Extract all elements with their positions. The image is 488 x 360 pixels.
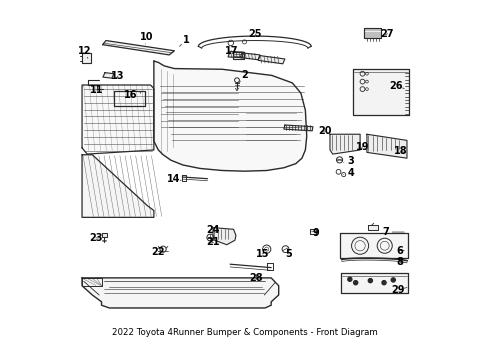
Polygon shape — [340, 273, 407, 293]
Text: 5: 5 — [285, 249, 291, 259]
Circle shape — [367, 279, 372, 283]
Text: 2: 2 — [241, 71, 247, 80]
Text: 2022 Toyota 4Runner Bumper & Components - Front Diagram: 2022 Toyota 4Runner Bumper & Components … — [111, 328, 377, 337]
Polygon shape — [283, 125, 312, 131]
Text: 29: 29 — [390, 285, 404, 295]
Text: 14: 14 — [166, 174, 180, 184]
Text: 9: 9 — [312, 228, 319, 238]
Polygon shape — [82, 155, 154, 217]
Polygon shape — [258, 55, 285, 64]
Text: 20: 20 — [318, 126, 331, 136]
Text: 18: 18 — [393, 147, 407, 156]
Text: 17: 17 — [224, 46, 238, 56]
Text: 28: 28 — [249, 273, 263, 283]
Polygon shape — [227, 51, 244, 58]
Polygon shape — [352, 69, 408, 115]
Polygon shape — [102, 233, 107, 237]
Text: 13: 13 — [111, 71, 124, 81]
Polygon shape — [102, 73, 114, 78]
Circle shape — [381, 281, 386, 285]
Text: 11: 11 — [90, 85, 103, 95]
Text: 7: 7 — [381, 227, 388, 237]
Text: 21: 21 — [206, 237, 219, 247]
Polygon shape — [366, 134, 406, 158]
Text: 3: 3 — [346, 156, 353, 166]
Polygon shape — [102, 41, 174, 55]
Text: 23: 23 — [89, 233, 102, 243]
Polygon shape — [340, 233, 407, 258]
Polygon shape — [154, 61, 306, 171]
Text: 19: 19 — [355, 141, 368, 152]
Text: 16: 16 — [124, 90, 138, 100]
Text: 27: 27 — [380, 29, 393, 39]
Text: 15: 15 — [255, 249, 269, 259]
Polygon shape — [82, 278, 278, 308]
Polygon shape — [82, 53, 91, 63]
Text: 10: 10 — [140, 32, 153, 42]
Text: 24: 24 — [206, 225, 219, 235]
Polygon shape — [309, 229, 316, 234]
Polygon shape — [363, 28, 381, 39]
Circle shape — [353, 281, 357, 285]
Text: 25: 25 — [248, 30, 262, 39]
Text: 26: 26 — [388, 81, 402, 91]
Text: 8: 8 — [396, 257, 403, 267]
Polygon shape — [213, 228, 236, 245]
Polygon shape — [82, 85, 154, 154]
Circle shape — [390, 278, 394, 282]
Text: 12: 12 — [78, 46, 91, 56]
Circle shape — [347, 277, 351, 281]
Polygon shape — [367, 225, 377, 230]
Text: 22: 22 — [151, 247, 165, 257]
Polygon shape — [114, 91, 144, 106]
Text: 4: 4 — [346, 168, 353, 178]
Text: 1: 1 — [183, 35, 189, 45]
Polygon shape — [240, 53, 259, 60]
Text: 6: 6 — [396, 246, 403, 256]
Polygon shape — [329, 134, 359, 154]
Polygon shape — [232, 52, 244, 59]
